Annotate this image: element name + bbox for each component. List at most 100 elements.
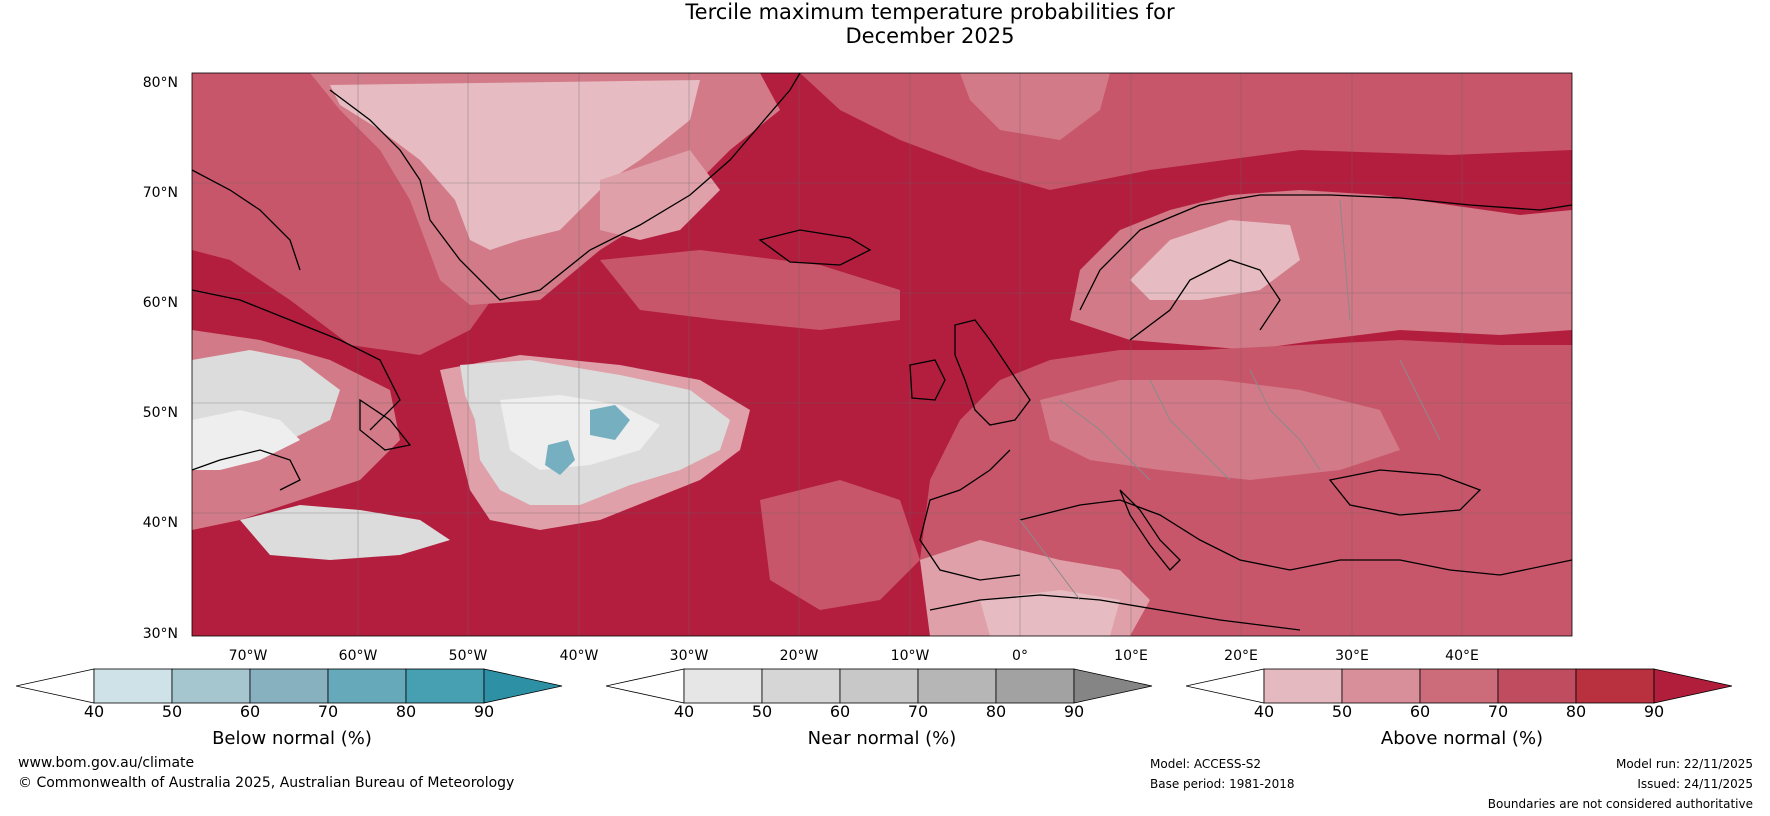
lon-label-10w: 10°W	[890, 648, 930, 664]
colorbar-near-segment	[683, 668, 763, 704]
lon-label-10e: 10°E	[1114, 648, 1148, 664]
region-below-normal-1	[590, 405, 630, 440]
coast-ireland	[909, 359, 946, 401]
region-greenland-east	[600, 150, 720, 240]
colorbar-near-low-extend	[606, 668, 685, 704]
region-greenland-interior	[330, 80, 700, 250]
colorbar-above-tick: 50	[1331, 702, 1353, 721]
colorbar-near-normal	[606, 668, 1153, 704]
coast-labrador	[191, 289, 401, 431]
colorbar-below-normal	[16, 668, 563, 704]
footer-base-period: Base period: 1981-2018	[1150, 777, 1295, 791]
colorbar-above-tick: 90	[1643, 702, 1665, 721]
colorbar-below-tick: 90	[473, 702, 495, 721]
coast-iceland	[758, 229, 872, 266]
coastlines	[191, 72, 1573, 631]
lon-label-60w: 60°W	[338, 648, 378, 664]
colorbar-near-segment	[761, 668, 841, 704]
colorbar-above-low-extend	[1186, 668, 1265, 704]
lat-label-50n: 50°N	[142, 405, 178, 421]
colorbar-near-tick: 60	[829, 702, 851, 721]
region-scandinavia	[1070, 190, 1572, 350]
footer-copyright: © Commonwealth of Australia 2025, Austra…	[18, 775, 515, 791]
coast-newfoundland	[359, 398, 412, 451]
lon-label-20w: 20°W	[779, 648, 819, 664]
coast-europe-west	[919, 449, 1021, 581]
lat-label-40n: 40°N	[142, 515, 178, 531]
region-iberian-west	[760, 480, 920, 610]
footer-issued: Issued: 24/11/2025	[1637, 777, 1753, 791]
colorbar-above-normal	[1186, 668, 1733, 704]
colorbar-title-below: Below normal (%)	[212, 728, 372, 749]
colorbar-above-tick: 60	[1409, 702, 1431, 721]
coast-north-africa	[929, 594, 1301, 631]
region-near-normal-west-light	[192, 410, 300, 470]
colorbar-below-high-extend	[483, 668, 563, 704]
footer-model: Model: ACCESS-S2	[1150, 757, 1262, 771]
colorbar-above-segment	[1575, 668, 1655, 704]
region-svalbard	[960, 73, 1110, 140]
title-line-1: Tercile maximum temperature probabilitie…	[685, 0, 1175, 24]
colorbar-below-low-extend	[16, 668, 95, 704]
chart-title: Tercile maximum temperature probabilitie…	[590, 0, 1270, 48]
coast-east-us	[191, 449, 301, 491]
colorbar-below-tick: 70	[317, 702, 339, 721]
colorbar-below-tick: 80	[395, 702, 417, 721]
lon-label-40w: 40°W	[559, 648, 599, 664]
lon-label-50w: 50°W	[448, 648, 488, 664]
lat-label-70n: 70°N	[142, 185, 178, 201]
coast-black-sea	[1328, 469, 1482, 516]
lat-label-80n: 80°N	[142, 75, 178, 91]
region-near-normal-south	[240, 505, 450, 560]
colorbar-below-tick: 40	[83, 702, 105, 721]
region-sweden-interior	[1130, 220, 1300, 300]
colorbar-above-segment	[1263, 668, 1343, 704]
colorbar-above-segment	[1497, 668, 1577, 704]
lon-label-70w: 70°W	[228, 648, 268, 664]
colorbar-near-segment	[995, 668, 1075, 704]
coast-norway	[1079, 194, 1573, 311]
footer-model-run: Model run: 22/11/2025	[1615, 757, 1753, 771]
footer-disclaimer: Boundaries are not considered authoritat…	[1487, 797, 1753, 811]
colorbar-above-tick: 80	[1565, 702, 1587, 721]
colorbar-above-tick: 40	[1253, 702, 1275, 721]
coast-britain	[954, 319, 1031, 426]
lat-label-30n: 30°N	[142, 626, 178, 642]
map-frame	[191, 72, 1573, 637]
colorbar-below-segment	[405, 668, 485, 704]
lon-label-30e: 30°E	[1335, 648, 1369, 664]
colorbar-below-segment	[249, 668, 329, 704]
lon-label-40e: 40°E	[1445, 648, 1479, 664]
lat-label-60n: 60°N	[142, 295, 178, 311]
lon-label-20e: 20°E	[1224, 648, 1258, 664]
colorbar-near-segment	[917, 668, 997, 704]
colorbar-below-segment	[171, 668, 251, 704]
title-line-2: December 2025	[845, 24, 1015, 48]
coast-greenland	[329, 72, 801, 301]
colorbar-below-tick: 60	[239, 702, 261, 721]
colorbar-above-high-extend	[1653, 668, 1733, 704]
region-mid-atlantic	[600, 250, 900, 330]
colorbar-near-tick: 90	[1063, 702, 1085, 721]
colorbar-above-segment	[1341, 668, 1421, 704]
coast-baffin	[191, 169, 301, 271]
region-sahara	[980, 590, 1120, 636]
colorbar-near-tick: 80	[985, 702, 1007, 721]
lon-label-30w: 30°W	[669, 648, 709, 664]
colorbar-near-tick: 50	[751, 702, 773, 721]
colorbar-below-segment	[93, 668, 173, 704]
colorbar-near-tick: 70	[907, 702, 929, 721]
country-borders	[1019, 199, 1441, 601]
lon-label-0: 0°	[1012, 648, 1028, 664]
region-below-normal-2	[545, 440, 575, 475]
colorbar-near-high-extend	[1073, 668, 1153, 704]
colorbar-above-segment	[1419, 668, 1499, 704]
coast-baltic	[1129, 259, 1281, 341]
colorbar-title-near: Near normal (%)	[807, 728, 957, 749]
colorbar-below-tick: 50	[161, 702, 183, 721]
coast-mediterranean	[1019, 499, 1573, 576]
graticule	[192, 73, 1572, 636]
footer-website: www.bom.gov.au/climate	[18, 755, 195, 771]
coast-italy	[1119, 489, 1181, 571]
